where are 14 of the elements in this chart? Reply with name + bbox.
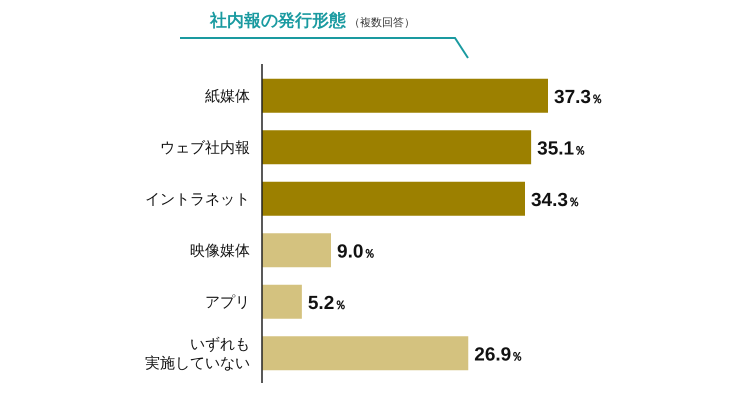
y-tick-label: アプリ [205, 294, 250, 311]
chart-subtitle: （複数回答） [349, 16, 415, 29]
y-tick-label: ウェブ社内報 [160, 139, 250, 156]
data-label: 9.0％ [337, 241, 376, 262]
y-tick-label: イントラネット [145, 190, 250, 208]
y-tick-label: いずれも実施していない [145, 336, 250, 372]
data-label: 26.9％ [474, 344, 524, 366]
chart-title: 社内報の発行形態 [209, 11, 347, 30]
data-label: 5.2％ [308, 292, 346, 314]
data-label: 37.3％ [554, 86, 603, 108]
y-tick-label: 映像媒体 [190, 242, 250, 260]
data-label: 34.3％ [530, 190, 580, 211]
y-tick-label: 紙媒体 [205, 88, 250, 105]
data-label: 35.1％ [537, 138, 586, 160]
